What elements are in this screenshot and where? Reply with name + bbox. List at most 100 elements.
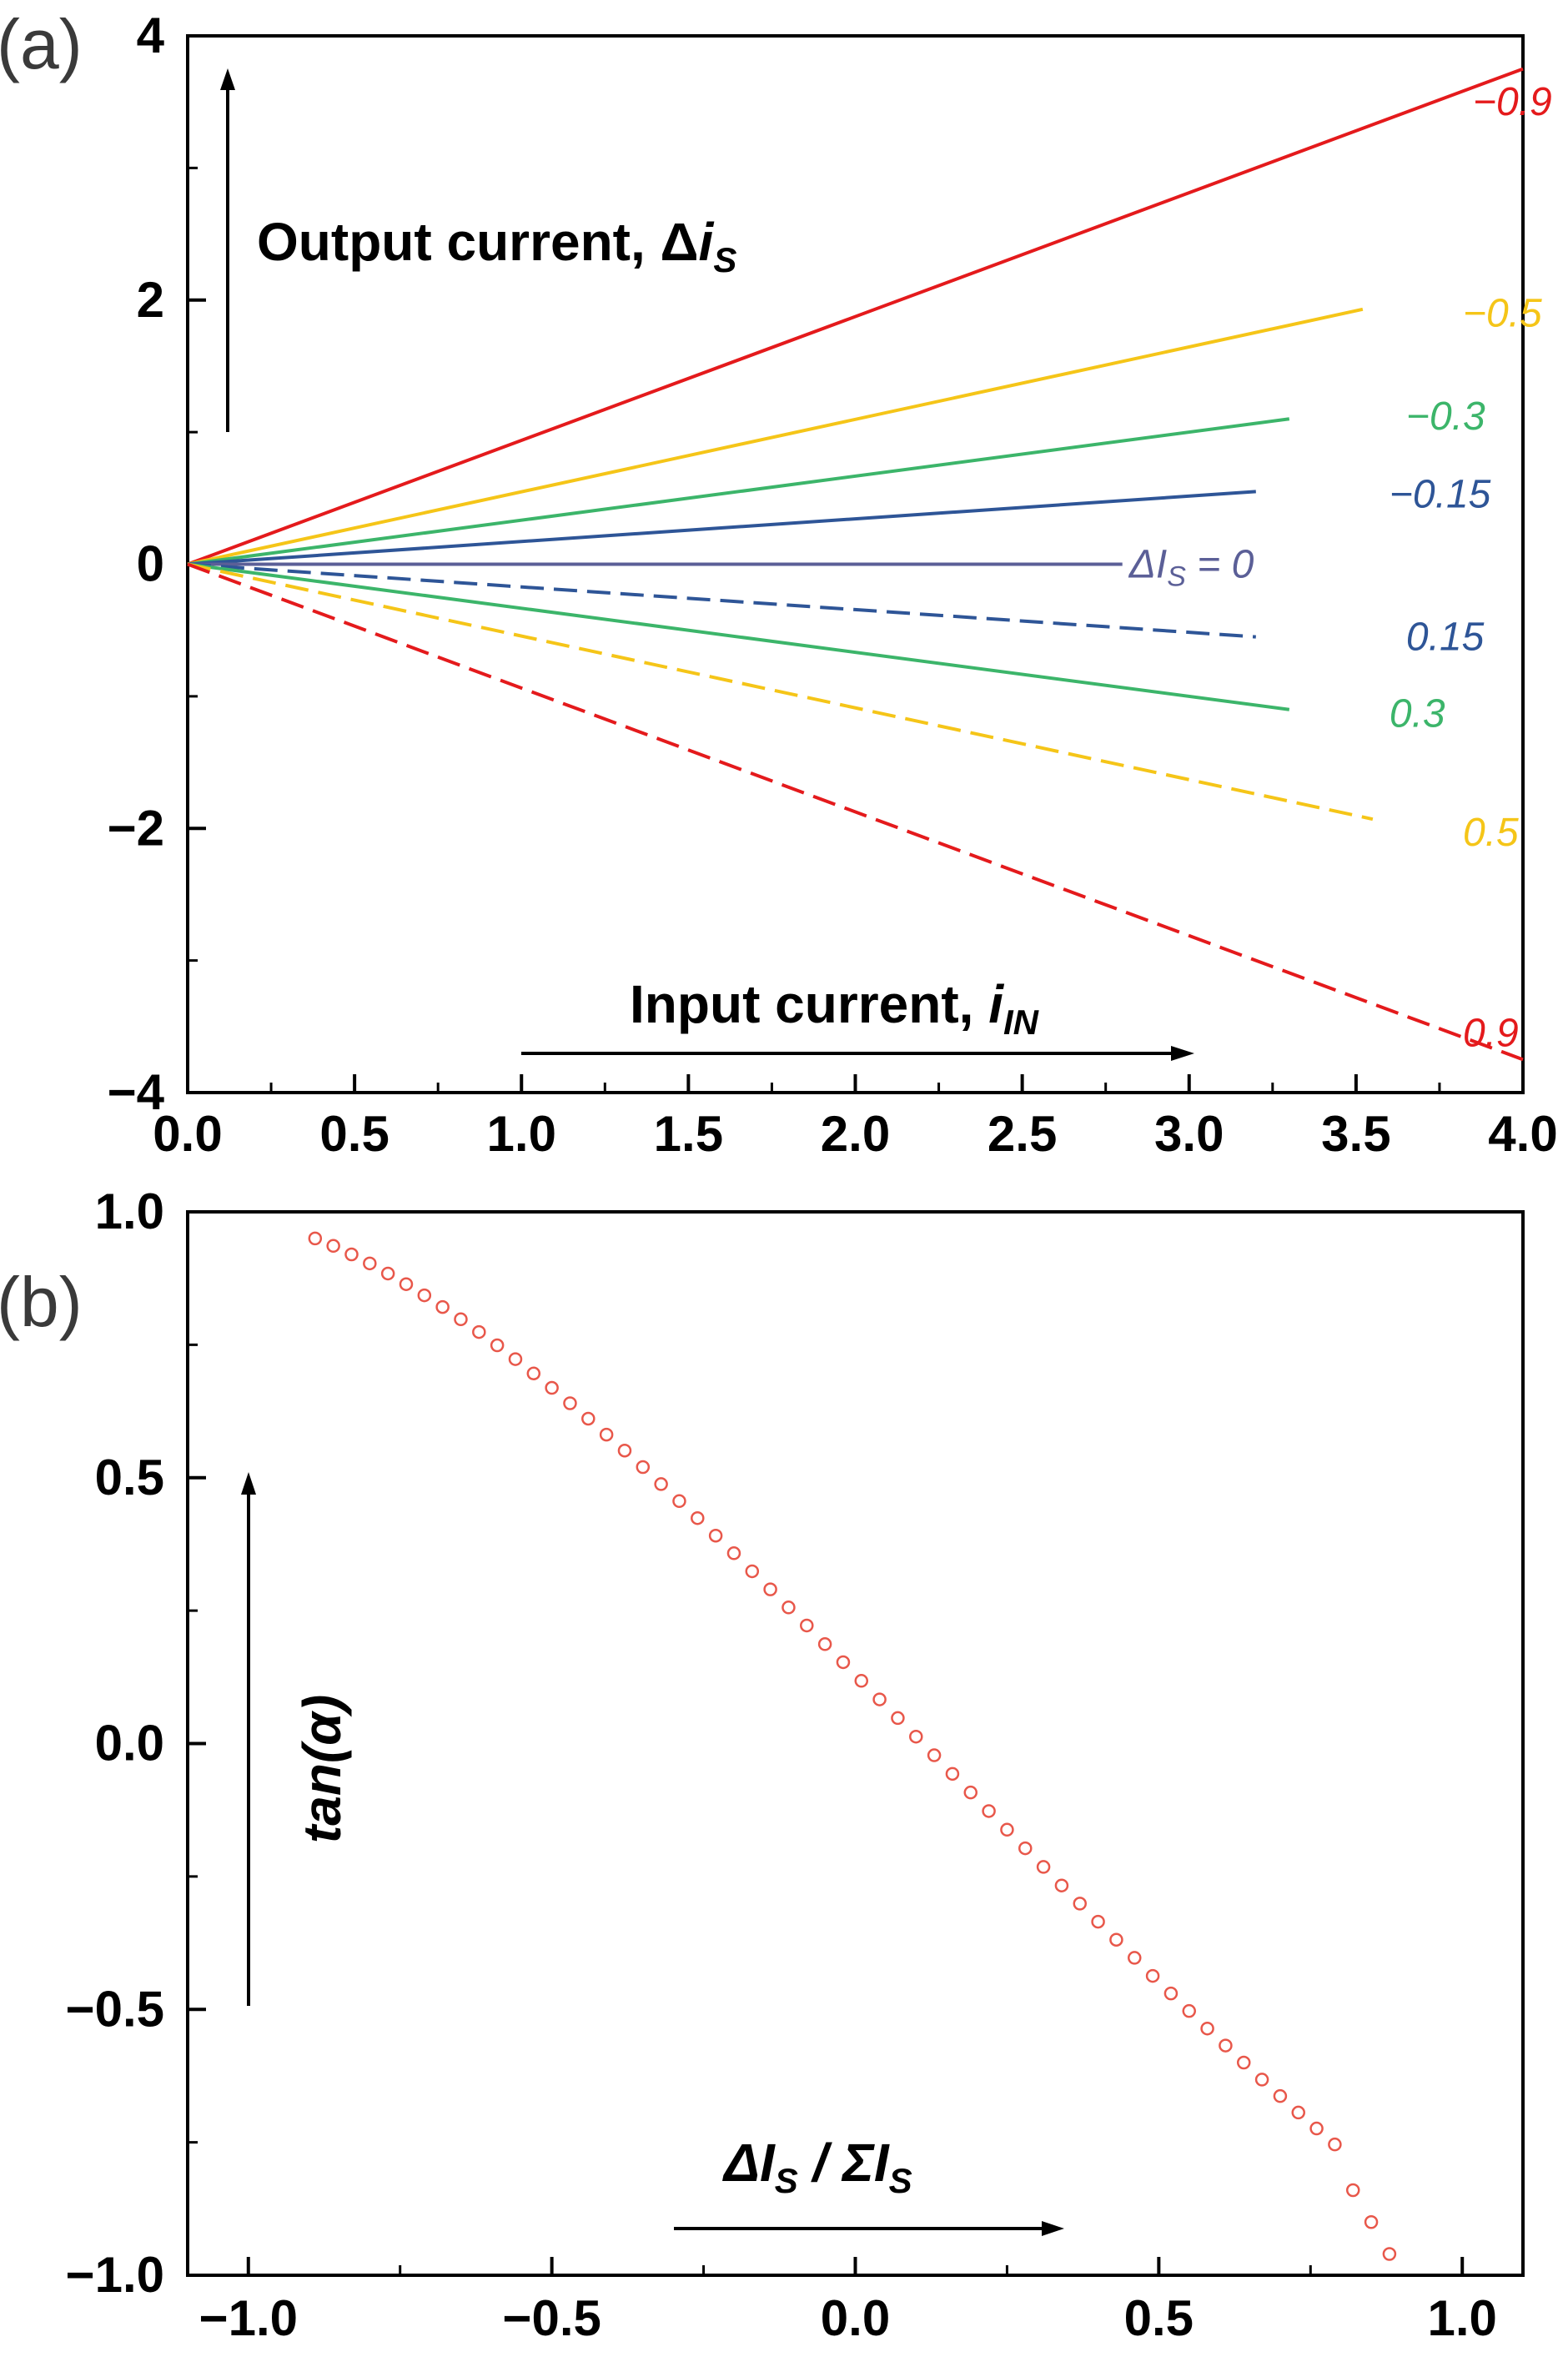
scatter-point [1182,2003,1196,2018]
series-label: 0.3 [1390,691,1445,736]
scatter-point [1128,1951,1142,1965]
scatter-point [726,1546,741,1560]
scatter-point [672,1494,686,1509]
scatter-point [417,1288,432,1303]
series-label: −0.3 [1406,394,1485,439]
panel-b-y-label: tan(α) [292,1695,352,1843]
panel-b: (b) −1.0 −0.5 0.0 0.5 1.0 −1.0−0.50.00.51.0 … [0,1183,1525,2346]
scatter-point [763,1582,777,1596]
scatter-point [1219,2038,1233,2053]
panel-b-y-arrowhead [241,1472,256,1495]
scatter-point [599,1427,614,1442]
scatter-point [1236,2055,1251,2070]
y-tick-label: 4 [137,8,165,63]
y-tick-label: 0 [137,536,164,592]
series-label: −0.5 [1463,292,1542,336]
scatter-point [435,1299,450,1314]
x-tick-label: −0.5 [502,2290,601,2346]
x-tick-label: 0.5 [319,1106,389,1162]
scatter-point [1163,1986,1179,2001]
scatter-point [636,1460,651,1475]
panel-a-y-ticks: −4 −2 0 2 4 [108,8,206,1120]
y-tick-label: 0.5 [95,1450,164,1505]
panel-b-label: (b) [0,1263,83,1341]
panel-b-points [308,1231,1397,2261]
scatter-point [326,1239,340,1254]
x-tick-label: 0.0 [821,2290,890,2346]
scatter-point [1364,2215,1379,2229]
scatter-point [691,1510,705,1525]
panel-b-x-label: ΔIS / ΣIS [722,2133,912,2200]
scatter-point [1328,2137,1342,2152]
series-label: 0.9 [1463,1012,1519,1056]
scatter-point [982,1804,996,1818]
scatter-point [1345,2183,1360,2198]
scatter-point [654,1477,668,1491]
y-tick-label: −1.0 [66,2247,164,2303]
scatter-point [454,1312,468,1327]
x-tick-label: 3.5 [1321,1106,1390,1162]
scatter-point [909,1729,923,1744]
panel-a-y-label: Output current, ΔiS [257,212,736,279]
series-line [187,562,1256,639]
x-tick-label: 0.5 [1124,2290,1194,2346]
x-tick-label: 1.5 [654,1106,723,1162]
scatter-point [745,1564,760,1579]
series-label: −0.15 [1390,473,1491,517]
scatter-point [781,1601,796,1615]
scatter-point [1254,2073,1269,2087]
series-label: 0.5 [1463,811,1519,855]
x-tick-label: 1.0 [487,1106,556,1162]
series-line [187,562,1524,1062]
scatter-point [308,1231,323,1246]
panel-a: (a) 0.0 0.5 1.0 1.5 2.0 2.5 3.0 3.5 4.0 −4−2024 … [0,5,1558,1162]
y-tick-label: −4 [108,1064,165,1120]
series-line [187,417,1290,566]
y-tick-label: −2 [108,800,164,856]
scatter-point [1091,1914,1105,1929]
scatter-point [891,1711,905,1726]
scatter-point [854,1674,869,1688]
panel-a-x-label: Input current, iIN [630,974,1040,1042]
scatter-point [563,1396,577,1410]
series-line [187,490,1256,566]
scatter-point [1273,2088,1288,2103]
scatter-point [490,1338,505,1353]
scatter-point [344,1247,359,1262]
panel-b-x-ticks: −1.0 −0.5 0.0 0.5 1.0 [199,2257,1497,2346]
x-tick-label: 1.0 [1428,2290,1497,2346]
scatter-point [399,1277,414,1291]
panel-b-y-ticks: −1.0 −0.5 0.0 0.5 1.0 [66,1183,206,2303]
panel-a-series [187,67,1524,1062]
series-label: −0.9 [1473,80,1552,124]
scatter-point [1145,1968,1160,1983]
x-tick-label: −1.0 [199,2290,298,2346]
series-line [187,307,1364,566]
scatter-point [1291,2105,1305,2120]
panel-b-x-arrowhead [1042,2221,1064,2236]
panel-a-series-labels: −0.9 −0.5 −0.3 −0.15 ΔIS = 0 0.15 0.3 0.5 0.9 [1128,80,1552,1056]
scatter-point [1054,1878,1069,1892]
scatter-point [545,1380,559,1395]
scatter-point [927,1748,942,1762]
series-label: 0.15 [1406,616,1485,660]
scatter-point [363,1256,377,1271]
series-label: ΔIS = 0 [1128,543,1254,593]
scatter-point [800,1618,814,1633]
x-tick-label: 4.0 [1488,1106,1557,1162]
scatter-point [872,1692,887,1706]
scatter-point [1382,2247,1397,2261]
panel-a-x-ticks: 0.0 0.5 1.0 1.5 2.0 2.5 3.0 3.5 4.0 [153,1074,1558,1162]
x-tick-label: 0.0 [153,1106,222,1162]
y-tick-label: −0.5 [66,1981,164,2037]
x-tick-label: 2.0 [821,1106,890,1162]
scatter-point [836,1655,851,1670]
x-tick-label: 3.0 [1154,1106,1224,1162]
scatter-point [1036,1860,1051,1874]
scatter-point [1000,1822,1014,1837]
scatter-point [1109,1932,1123,1947]
scatter-point [945,1766,960,1781]
scatter-point [1018,1841,1033,1856]
scatter-point [963,1785,978,1800]
